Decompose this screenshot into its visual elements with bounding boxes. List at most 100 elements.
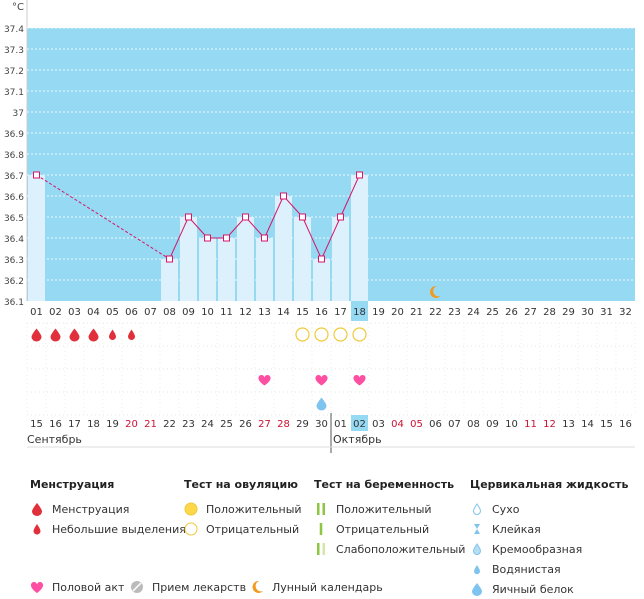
temperature-point[interactable]	[242, 213, 249, 221]
cycle-day-label: 27	[524, 307, 537, 318]
temperature-point[interactable]	[337, 213, 344, 221]
temperature-point[interactable]	[356, 171, 363, 179]
temperature-point[interactable]	[33, 171, 40, 179]
date-label: 28	[277, 419, 290, 430]
legend-fluid-sticky: Клейкая	[470, 519, 628, 539]
ovulation-negative-icon	[184, 522, 198, 536]
legend-pregnancy-title: Тест на беременность	[314, 478, 455, 491]
y-tick-label: 36.6	[4, 193, 24, 203]
y-tick-label: 37	[13, 109, 24, 119]
temperature-bar	[199, 238, 216, 301]
temperature-point[interactable]	[204, 234, 211, 242]
date-label: 30	[315, 419, 328, 430]
temperature-bar	[237, 217, 254, 301]
temperature-point[interactable]	[299, 213, 306, 221]
ovulation-positive-icon	[184, 502, 198, 516]
cycle-day-label: 32	[619, 307, 632, 318]
date-label: 26	[239, 419, 252, 430]
date-label: 27	[258, 419, 271, 430]
legend-lunar-label: Лунный календарь	[272, 580, 383, 594]
date-label: 20	[125, 419, 138, 430]
y-tick-label: 36.4	[4, 235, 24, 245]
legend-ovulation-positive: Положительный	[184, 499, 302, 519]
legend-ovulation: Тест на овуляцию Положительный Отрицател…	[184, 478, 302, 539]
legend-fluid-dry: Сухо	[470, 499, 628, 519]
legend-ovulation-negative: Отрицательный	[184, 519, 302, 539]
cycle-day-label: 30	[581, 307, 594, 318]
legend-intercourse: Половой акт	[30, 580, 124, 594]
date-label: 15	[600, 419, 613, 430]
date-label: 03	[372, 419, 385, 430]
legend-ovulation-title: Тест на овуляцию	[184, 478, 298, 491]
legend-ovulation-positive-label: Положительный	[206, 502, 302, 516]
date-label: 25	[220, 419, 233, 430]
date-label: 17	[68, 419, 81, 430]
cycle-day-label: 15	[296, 307, 309, 318]
temperature-point[interactable]	[318, 255, 325, 263]
temperature-bar	[294, 217, 311, 301]
drop-filled-icon	[470, 582, 484, 596]
legend-fluid-watery-label: Водянистая	[492, 562, 561, 576]
y-tick-label: 36.3	[4, 256, 24, 266]
date-label: 18	[87, 419, 100, 430]
moon-icon	[250, 580, 264, 594]
temperature-line	[169, 216, 189, 260]
temperature-point[interactable]	[280, 192, 287, 200]
legend-fluid-eggwhite-label: Яичный белок	[492, 582, 574, 596]
legend-menstruation-title: Менструация	[30, 478, 115, 491]
temperature-bar	[256, 238, 273, 301]
legend-fluid-title: Цервикальная жидкость	[470, 478, 629, 491]
hourglass-icon	[470, 522, 484, 536]
heart-icon	[353, 374, 366, 386]
legend-spotting-item: Небольшие выделения	[30, 519, 186, 539]
temperature-point[interactable]	[223, 234, 230, 242]
legend-fluid-creamy: Кремообразная	[470, 539, 628, 559]
date-label: 16	[49, 419, 62, 430]
legend-menstruation-label: Менструация	[52, 502, 130, 516]
menstruation-drop-icon	[88, 328, 99, 342]
today-date-highlight	[351, 415, 368, 431]
temperature-point[interactable]	[185, 213, 192, 221]
cycle-day-label: 01	[30, 307, 43, 318]
pregnancy-weak-icon	[314, 542, 328, 556]
temperature-line	[264, 195, 284, 239]
bbt-chart[interactable]: 37.4 37.3 37.2 37.1 37 36.9 36.8 36.7 36.6 36.5 36…	[0, 0, 644, 470]
cycle-day-label: 25	[486, 307, 499, 318]
ovulation-negative-icon	[352, 327, 367, 342]
chart-top-margin	[27, 0, 635, 28]
cycle-day-label: 28	[543, 307, 556, 318]
cycle-day-label: 09	[182, 307, 195, 318]
y-tick-label: 36.1	[4, 298, 24, 308]
temperature-bar	[275, 196, 292, 301]
cycle-day-label: 05	[106, 307, 119, 318]
date-label: 02	[353, 419, 366, 430]
temperature-bar	[313, 259, 330, 301]
date-label: 23	[182, 419, 195, 430]
temperature-point[interactable]	[261, 234, 268, 242]
legend-fluid-watery: Водянистая	[470, 559, 628, 579]
small-blood-drop-icon	[30, 522, 44, 536]
y-tick-label: 37.2	[4, 67, 24, 77]
y-axis-unit: °C	[12, 2, 24, 13]
cycle-day-label: 02	[49, 307, 62, 318]
y-tick-label: 36.9	[4, 130, 24, 140]
legend-fluid-dry-label: Сухо	[492, 502, 520, 516]
legend-pregnancy-positive: Положительный	[314, 499, 465, 519]
legend-pregnancy-weak-label: Слабоположительный	[336, 542, 466, 556]
y-tick-label: 36.8	[4, 151, 24, 161]
temperature-point[interactable]	[166, 255, 173, 263]
legend-lunar: Лунный календарь	[250, 580, 383, 594]
ovulation-negative-icon	[314, 327, 329, 342]
cycle-day-label: 18	[353, 307, 366, 318]
heart-icon	[258, 374, 271, 386]
legend-pregnancy: Тест на беременность Положительный Отриц…	[314, 478, 465, 559]
temperature-bar	[180, 217, 197, 301]
drop-half-icon	[470, 542, 484, 556]
menstruation-drop-icon	[69, 328, 80, 342]
date-label: 21	[144, 419, 157, 430]
temperature-gap-line	[36, 174, 170, 260]
legend-medication-label: Прием лекарств	[152, 580, 247, 594]
blood-drop-icon	[30, 502, 44, 516]
cycle-day-label: 22	[429, 307, 442, 318]
legend-intercourse-label: Половой акт	[52, 580, 125, 594]
